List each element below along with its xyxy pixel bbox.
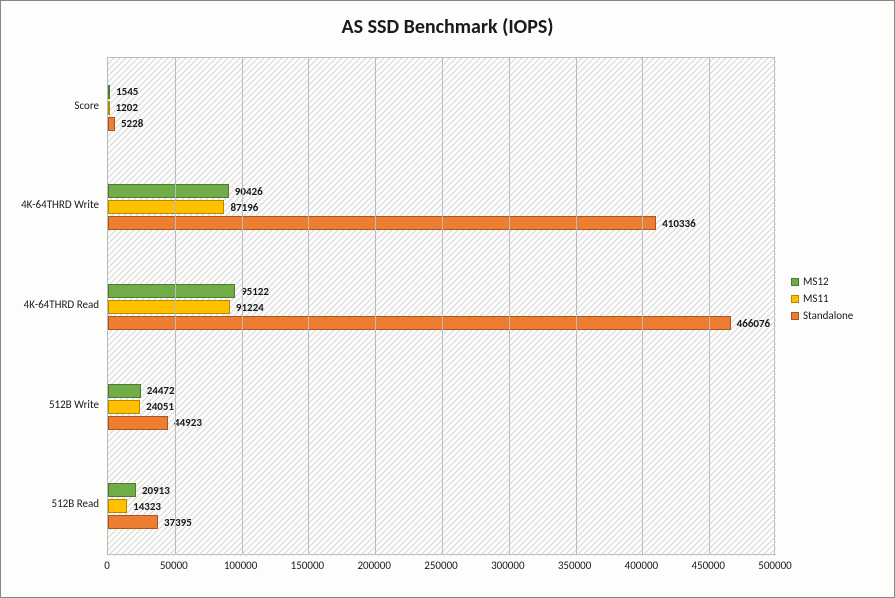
legend-label: Standalone [803, 309, 853, 322]
bar [108, 384, 141, 398]
x-tick-label: 50000 [146, 559, 202, 572]
x-tick-label: 350000 [547, 559, 603, 572]
chart-frame: AS SSD Benchmark (IOPS) 1545 1202 5228 9042… [0, 0, 895, 598]
data-label: 24051 [146, 400, 174, 413]
legend-item: MS12 [791, 275, 853, 288]
x-tick-label: 100000 [213, 559, 269, 572]
x-tick-label: 250000 [413, 559, 469, 572]
category-label: Score [0, 99, 99, 112]
data-label: 1545 [116, 85, 138, 98]
bars-layer: 1545 1202 5228 90426 87196 410336 95122 91224 46… [108, 58, 774, 554]
bar [108, 101, 110, 115]
data-label: 466076 [737, 317, 770, 330]
bar [108, 400, 140, 414]
category-label: 4K-64THRD Write [0, 198, 99, 211]
data-label: 87196 [230, 201, 258, 214]
bar [108, 499, 127, 513]
bar [108, 184, 229, 198]
bar [108, 284, 235, 298]
x-gridline [642, 58, 643, 554]
legend: MS12 MS11 Standalone [791, 271, 853, 326]
chart-title: AS SSD Benchmark (IOPS) [1, 15, 894, 39]
bar [108, 85, 110, 99]
x-tick-label: 400000 [613, 559, 669, 572]
x-gridline [509, 58, 510, 554]
data-label: 91224 [236, 301, 264, 314]
legend-swatch [791, 278, 799, 286]
category-label: 4K-64THRD Read [0, 298, 99, 311]
bar [108, 416, 168, 430]
x-gridline [175, 58, 176, 554]
category-label: 512B Read [0, 497, 99, 510]
bar [108, 300, 230, 314]
data-label: 5228 [121, 117, 143, 130]
x-gridline [308, 58, 309, 554]
plot-area: 1545 1202 5228 90426 87196 410336 95122 91224 46… [107, 57, 775, 555]
x-gridline [442, 58, 443, 554]
data-label: 20913 [142, 484, 170, 497]
x-gridline [576, 58, 577, 554]
bar [108, 117, 115, 131]
x-tick-label: 450000 [680, 559, 736, 572]
data-label: 1202 [116, 101, 138, 114]
bar [108, 515, 158, 529]
legend-label: MS12 [803, 275, 829, 288]
data-label: 90426 [235, 185, 263, 198]
bar [108, 483, 136, 497]
x-tick-label: 200000 [346, 559, 402, 572]
legend-item: MS11 [791, 292, 853, 305]
x-tick-label: 500000 [747, 559, 803, 572]
x-gridline [242, 58, 243, 554]
bar [108, 200, 224, 214]
bar [108, 216, 656, 230]
data-label: 14323 [133, 500, 161, 513]
x-tick-label: 150000 [279, 559, 335, 572]
data-label: 24472 [147, 384, 175, 397]
legend-swatch [791, 312, 799, 320]
x-gridline [709, 58, 710, 554]
data-label: 410336 [662, 217, 695, 230]
legend-item: Standalone [791, 309, 853, 322]
data-label: 95122 [241, 285, 269, 298]
bar [108, 316, 731, 330]
legend-label: MS11 [803, 292, 829, 305]
legend-swatch [791, 295, 799, 303]
data-label: 44923 [174, 416, 202, 429]
category-label: 512B Write [0, 398, 99, 411]
x-tick-label: 300000 [480, 559, 536, 572]
x-gridline [375, 58, 376, 554]
data-label: 37395 [164, 516, 192, 529]
x-tick-label: 0 [79, 559, 135, 572]
